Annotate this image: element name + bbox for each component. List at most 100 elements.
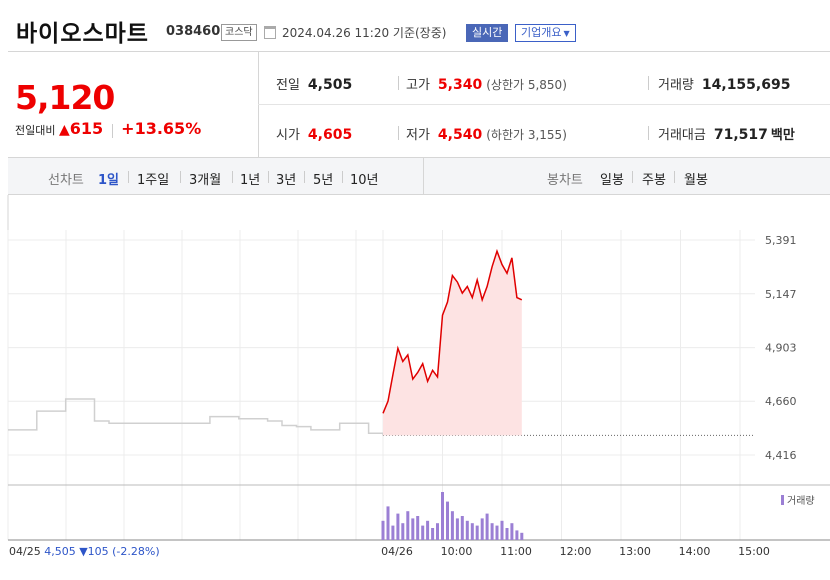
open-value: 4,605	[307, 127, 353, 143]
prev-close-value: 4,505	[307, 77, 353, 93]
volume-bar	[411, 518, 415, 540]
divider	[128, 171, 129, 183]
volume-bar	[406, 511, 410, 540]
tab-period-1d[interactable]: 1일	[98, 173, 120, 188]
prev-day-label: 04/25	[9, 545, 44, 558]
quote-panel: 5,120 전일대비 ▲615 +13.65% 전일 4,505 시가 4,605 …	[8, 51, 830, 158]
low-cell: 저가 4,540 (하한가 3,155)	[406, 124, 567, 143]
amount-label: 거래대금	[658, 128, 706, 143]
volume-bar	[465, 520, 469, 540]
volume-bar	[421, 525, 425, 540]
divider	[398, 126, 399, 140]
volume-bar	[455, 518, 459, 540]
y-tick-label: 4,903	[765, 342, 797, 355]
volume-bar	[475, 525, 479, 540]
volume-bar	[431, 528, 435, 540]
y-tick-label: 4,660	[765, 395, 797, 408]
volume-legend-label: 거래량	[787, 495, 815, 507]
chart-frame	[8, 195, 825, 196]
amount-value: 71,517	[713, 127, 768, 143]
low-value: 4,540	[437, 127, 483, 143]
stock-header: 바이오스마트 038460 코스닥 2024.04.26 11:20 기준(장중…	[0, 0, 830, 50]
volume-bar	[480, 518, 484, 540]
divider	[304, 171, 305, 183]
divider	[398, 76, 399, 90]
change-label: 전일대비	[15, 124, 56, 137]
volume-bar	[446, 501, 449, 540]
divider	[632, 171, 633, 183]
tab-period-10y[interactable]: 10년	[350, 173, 379, 188]
divider	[674, 171, 675, 183]
volume-bar	[426, 520, 430, 540]
volume-value: 14,155,695	[701, 77, 791, 93]
divider	[342, 171, 343, 183]
tab-period-3m[interactable]: 3개월	[189, 173, 222, 188]
volume-bar	[470, 523, 474, 540]
chevron-down-icon: ▼	[563, 29, 570, 38]
volume-bar	[460, 516, 464, 540]
upper-limit: (상한가 5,850)	[486, 78, 567, 92]
divider	[648, 76, 649, 90]
tab-period-1y[interactable]: 1년	[240, 173, 261, 188]
amount-cell: 거래대금 71,517 백만	[658, 124, 795, 143]
volume-bar	[441, 492, 444, 540]
volume-label: 거래량	[658, 78, 694, 93]
volume-bar	[500, 520, 504, 540]
divider	[111, 124, 113, 138]
line-chart-label: 선차트	[48, 173, 84, 188]
prev-day-series-line	[8, 398, 384, 436]
prev-close-label: 전일	[276, 78, 300, 93]
prev-day-info: 04/25 4,505 ▼105 (-2.28%)	[9, 545, 160, 558]
volume-bar	[401, 523, 405, 540]
x-tick-label: 11:00	[500, 545, 532, 558]
high-label: 고가	[406, 78, 430, 93]
prev-close-cell: 전일 4,505	[276, 74, 352, 93]
divider	[268, 171, 269, 183]
x-tick-label: 14:00	[679, 545, 711, 558]
amount-unit: 백만	[770, 128, 795, 143]
calendar-icon	[264, 26, 276, 39]
tab-candle-daily[interactable]: 일봉	[600, 173, 624, 188]
divider	[648, 126, 649, 140]
volume-bar	[416, 516, 420, 540]
tab-candle-monthly[interactable]: 월봉	[684, 173, 708, 188]
company-overview-dropdown[interactable]: 기업개요 ▼	[515, 24, 576, 42]
x-tick-label: 12:00	[560, 545, 592, 558]
x-tick-label: 13:00	[619, 545, 651, 558]
realtime-button[interactable]: 실시간	[466, 24, 509, 42]
today-series-line	[382, 248, 523, 414]
stock-code: 038460	[166, 24, 221, 39]
today-series-area	[383, 251, 522, 436]
y-tick-label: 4,416	[765, 449, 797, 462]
volume-legend-swatch	[781, 495, 784, 505]
tab-period-5y[interactable]: 5년	[313, 173, 334, 188]
chart-period-toolbar: 선차트 1일 1주일 3개월 1년 3년 5년 10년 봉차트 일봉 주봉 월봉	[8, 158, 830, 195]
low-label: 저가	[406, 128, 430, 143]
open-label: 시가	[276, 128, 300, 143]
volume-bar	[490, 523, 494, 540]
market-badge: 코스닥	[221, 24, 257, 41]
high-cell: 고가 5,340 (상한가 5,850)	[406, 74, 567, 93]
tab-period-1w[interactable]: 1주일	[137, 173, 170, 188]
volume-bar	[520, 532, 524, 540]
x-tick-label: 04/26	[381, 545, 413, 558]
company-overview-label: 기업개요	[521, 26, 562, 39]
divider	[180, 171, 181, 183]
divider	[423, 158, 424, 195]
volume-bar	[495, 525, 499, 540]
x-tick-label: 15:00	[738, 545, 770, 558]
volume-bar	[436, 523, 439, 540]
tab-period-3y[interactable]: 3년	[276, 173, 297, 188]
divider	[232, 171, 233, 183]
current-price: 5,120	[15, 78, 115, 117]
volume-bar	[450, 511, 454, 540]
timestamp: 2024.04.26 11:20 기준(장중)	[282, 26, 447, 40]
volume-bar	[515, 530, 519, 540]
x-tick-label: 10:00	[441, 545, 473, 558]
volume-cell: 거래량 14,155,695	[658, 74, 790, 93]
tab-candle-weekly[interactable]: 주봉	[642, 173, 666, 188]
price-chart[interactable]: 5,391 5,147 4,903 4,660 4,416 04/26 10:00 11:00…	[0, 195, 830, 580]
volume-bar	[391, 525, 395, 540]
divider	[258, 104, 830, 105]
stock-name: 바이오스마트	[16, 21, 149, 47]
